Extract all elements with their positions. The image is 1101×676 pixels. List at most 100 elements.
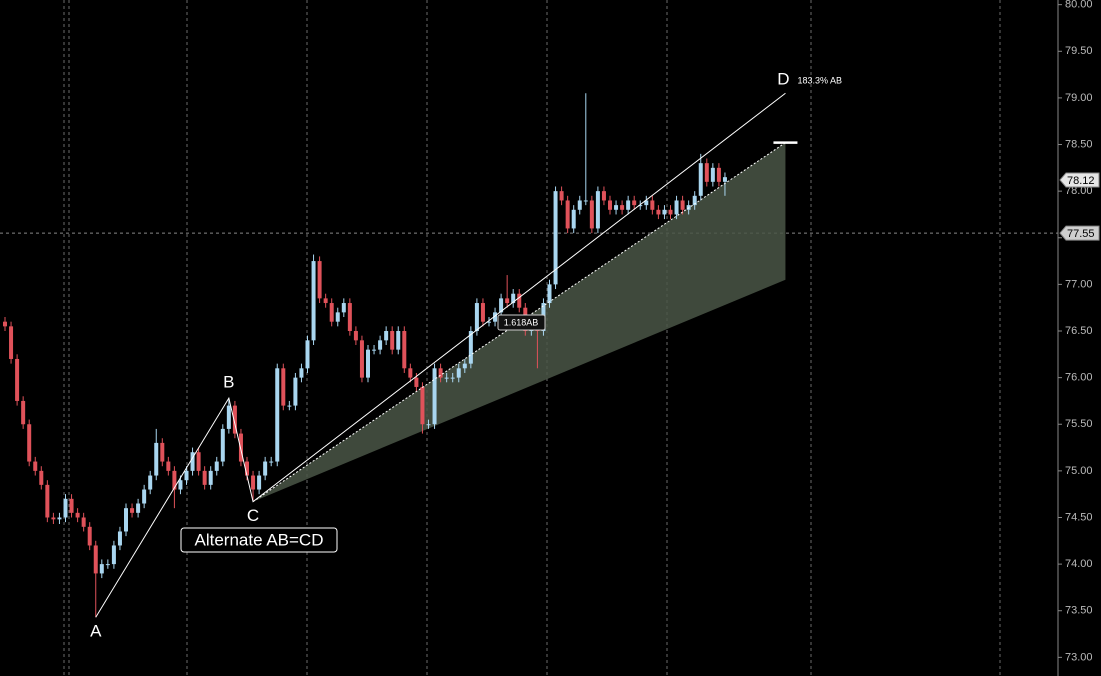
y-tick-label: 79.00	[1065, 92, 1093, 104]
candle-body	[692, 195, 697, 206]
candle-body	[99, 564, 104, 574]
candle-body	[281, 368, 286, 406]
candle-body	[293, 377, 298, 406]
candle-body	[614, 205, 619, 210]
candle-body	[269, 461, 274, 463]
candle-body	[172, 470, 177, 490]
candle-body	[468, 331, 473, 364]
price-marker	[1059, 172, 1100, 188]
candle-body	[220, 428, 225, 462]
candle-body	[644, 200, 649, 206]
candle-body	[378, 340, 383, 350]
candle-body	[583, 200, 588, 202]
candle-body	[638, 205, 643, 207]
candle-body	[263, 461, 268, 476]
candle-body	[384, 331, 389, 341]
candle-body	[487, 321, 491, 323]
candle-body	[450, 377, 455, 379]
y-tick-label: 76.00	[1065, 372, 1093, 384]
candle-body	[480, 303, 485, 322]
candle-body	[105, 564, 110, 566]
candle-body	[347, 303, 352, 332]
candle-body	[63, 498, 68, 518]
candle-body	[341, 303, 346, 313]
candle-body	[698, 163, 703, 196]
candle-body	[620, 205, 625, 210]
candle-body	[117, 531, 122, 546]
candle-body	[704, 163, 709, 182]
candle-body	[444, 377, 449, 379]
candle-body	[674, 200, 679, 215]
candle-body	[238, 433, 243, 462]
candle-body	[39, 470, 44, 485]
candle-body	[33, 461, 38, 471]
candle-body	[21, 400, 26, 425]
candle-body	[547, 284, 552, 304]
candle-body	[668, 209, 673, 215]
candle-body	[511, 293, 516, 304]
candle-body	[656, 209, 661, 215]
candle-body	[474, 303, 479, 332]
candle-body	[214, 461, 219, 471]
candle-body	[136, 503, 141, 513]
candle-body	[142, 489, 147, 504]
candle-body	[589, 200, 594, 229]
candle-body	[493, 312, 498, 322]
candle-body	[414, 377, 419, 387]
y-tick-label: 77.00	[1065, 278, 1093, 290]
pattern-point-label: B	[223, 373, 234, 392]
candle-body	[257, 475, 262, 490]
candle-body	[559, 191, 564, 201]
candle-body	[202, 470, 207, 485]
y-tick-label: 74.50	[1065, 511, 1093, 523]
y-tick-label: 79.50	[1065, 45, 1093, 57]
candle-body	[565, 200, 570, 229]
candle-body	[232, 405, 237, 434]
candle-body	[9, 326, 14, 359]
candle-body	[396, 331, 401, 350]
candle-body	[390, 331, 395, 350]
pattern-point-label: A	[90, 622, 102, 641]
candle-body	[75, 512, 80, 518]
candle-body	[299, 368, 304, 378]
candle-body	[366, 349, 370, 378]
candle-body	[51, 517, 56, 520]
candle-body	[680, 200, 685, 210]
candle-body	[608, 200, 612, 210]
candle-body	[601, 191, 606, 201]
candle-body	[160, 442, 165, 462]
price-marker-label: 78.12	[1067, 175, 1095, 187]
candle-body	[662, 209, 667, 215]
candle-body	[372, 349, 377, 351]
candle-body	[359, 340, 364, 378]
candle-body	[184, 470, 189, 481]
candle-body	[722, 177, 727, 182]
candle-body	[208, 470, 213, 485]
candle-body	[456, 368, 461, 378]
y-tick-label: 80.00	[1065, 0, 1093, 11]
candle-body	[130, 508, 135, 513]
candle-body	[462, 363, 467, 369]
y-tick-label: 74.00	[1065, 558, 1093, 570]
pattern-line	[95, 92, 786, 618]
candle-body	[15, 358, 20, 401]
candle-body	[148, 475, 153, 490]
candle-body	[571, 209, 576, 229]
candle-body	[226, 405, 231, 429]
candle-body	[595, 191, 600, 229]
extension-box	[497, 314, 546, 331]
price-marker	[1059, 225, 1100, 241]
candle-body	[577, 200, 582, 210]
candle-body	[275, 368, 280, 462]
d-ratio-label: 183.3% AB	[797, 76, 842, 86]
y-tick-label: 78.50	[1065, 138, 1093, 150]
pattern-point-label: D	[777, 70, 789, 89]
candle-body	[251, 475, 256, 490]
candle-body	[124, 508, 128, 532]
candle-body	[311, 261, 316, 341]
candle-body	[432, 368, 437, 425]
candle-body	[420, 386, 425, 425]
candle-body	[27, 424, 32, 462]
